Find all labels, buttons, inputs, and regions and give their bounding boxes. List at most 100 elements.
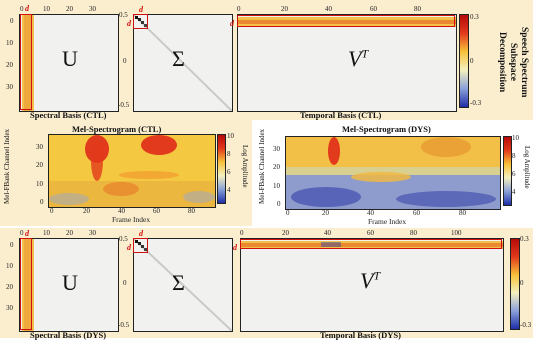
mel-ctl-xtick: 60: [153, 207, 160, 215]
ctl-temporal-caption: Temporal Basis (CTL): [300, 110, 382, 120]
side-title-line3: Decomposition: [497, 31, 507, 93]
mel-dys-ytick: 20: [273, 163, 280, 171]
dys-u-xtick: 0: [20, 229, 24, 237]
ctl-u-xtick: 30: [89, 5, 96, 13]
dys-vt-d-label: d: [233, 243, 237, 252]
dys-sigma-ytick: 0.5: [119, 235, 128, 243]
mel-dys-cbar-tick: 10: [512, 134, 519, 142]
dys-vt-xtick: 0: [240, 229, 244, 237]
ctl-u-ytick: 0: [10, 17, 14, 25]
mel-dys-title: Mel-Spectrogram (DYS): [342, 124, 431, 134]
dys-u-xtick: 30: [89, 229, 96, 237]
ctl-sigma-symbol: Σ: [172, 46, 185, 71]
mel-dys-cbar-tick: 4: [512, 188, 516, 196]
mel-dys-cbar-tick: 8: [512, 152, 516, 160]
ctl-sigma-d-left: d: [127, 19, 131, 28]
ctl-u-ytick: 20: [6, 61, 13, 69]
ctl-vt-highlight-box: [237, 15, 455, 27]
ctl-sigma-d-top: d: [139, 5, 143, 14]
mel-dys-cbar-label: Log Amplitude: [523, 146, 531, 189]
mel-dys-xtick: 80: [459, 209, 466, 217]
dys-sigma-ytick: 0: [123, 279, 127, 287]
dys-vt-colorbar: [510, 238, 520, 330]
dys-temporal-caption: Temporal Basis (DYS): [320, 330, 401, 340]
ctl-sigma-matrix: [133, 14, 233, 112]
dys-sigma-highlight-box: [133, 238, 148, 253]
mel-dys-xtick: 20: [322, 209, 329, 217]
dys-vt-xtick: 40: [324, 229, 331, 237]
mel-ctl-cbar-tick: 8: [227, 150, 231, 158]
mel-ctl-xtick: 40: [118, 207, 125, 215]
ctl-sigma-ytick: 0.5: [119, 11, 128, 19]
ctl-u-ytick: 10: [6, 39, 13, 47]
dys-u-symbol: U: [62, 270, 78, 295]
ctl-vt-xtick: 60: [370, 5, 377, 13]
ctl-u-xtick: 20: [66, 5, 73, 13]
ctl-u-ytick: 30: [6, 83, 13, 91]
dys-vt-cbar-tick: -0.3: [520, 321, 532, 329]
mel-ctl-cbar-tick: 10: [227, 132, 234, 140]
dys-sigma-d-top: d: [139, 229, 143, 238]
mel-ctl-cbar-tick: 4: [227, 186, 231, 194]
dys-sigma-matrix: [133, 238, 233, 332]
mel-ctl-ylabel: Mel-FBank Channel Index: [3, 129, 11, 204]
mel-ctl-ylabel-2: Index: [3, 128, 11, 145]
side-title-line2: Subspace: [508, 42, 518, 81]
ctl-vt-cbar-tick: -0.3: [470, 99, 482, 107]
mel-dys-spectrogram: [285, 136, 501, 210]
mel-ctl-xtick: 20: [83, 207, 90, 215]
mel-ctl-spectrogram: [48, 134, 216, 208]
ctl-vt-xtick: 0: [237, 5, 241, 13]
mel-dys-ytick: 30: [273, 145, 280, 153]
mel-ctl-ytick: 30: [36, 143, 43, 151]
dys-vt-cbar-tick: 0.3: [520, 235, 529, 243]
mel-ctl-ytick: 10: [36, 180, 43, 188]
mel-dys-xtick: 40: [367, 209, 374, 217]
dys-vt-cbar-tick: 0: [520, 279, 524, 287]
dys-u-ytick: 0: [10, 241, 14, 249]
dys-vt-matrix: [240, 238, 504, 332]
ctl-vt-matrix: [237, 14, 457, 112]
dys-vt-xtick: 80: [410, 229, 417, 237]
dys-u-d-label: d: [25, 229, 29, 238]
side-title-line1: Speech Spectrum: [519, 26, 529, 98]
dys-vt-highlight-box: [240, 239, 502, 249]
mel-ctl-cbar-label: Log Amplitude: [241, 145, 249, 188]
ctl-sigma-ytick: -0.5: [118, 101, 130, 109]
ctl-sigma-ytick: 0: [123, 57, 127, 65]
dys-u-xtick: 20: [66, 229, 73, 237]
dys-vt-xtick: 100: [451, 229, 462, 237]
mel-ctl-ytick: 0: [40, 198, 44, 206]
mel-ctl-ylabel-1: Mel-FBank Channel: [3, 146, 11, 204]
dys-vt-xtick: 20: [282, 229, 289, 237]
dys-vt-symbol: VT: [360, 268, 381, 293]
dys-u-xtick: 10: [43, 229, 50, 237]
mel-dys-ylabel-1: Mel-FBank Channel: [258, 146, 266, 204]
ctl-sigma-highlight-box: [133, 14, 148, 29]
ctl-vt-cbar-tick: 0.3: [470, 13, 479, 21]
mel-dys-ylabel: Mel-FBank Channel Index: [258, 129, 266, 204]
ctl-u-highlight-box: [20, 14, 32, 110]
mel-dys-xtick: 0: [286, 209, 290, 217]
mel-dys-xtick: 60: [413, 209, 420, 217]
dys-u-ytick: 20: [6, 283, 13, 291]
mel-ctl-cbar-tick: 6: [227, 168, 231, 176]
dys-u-highlight-box: [20, 238, 32, 330]
mel-ctl-title: Mel-Spectrogram (CTL): [72, 124, 162, 134]
ctl-u-d-label: d: [25, 4, 29, 13]
ctl-vt-symbol: VT: [348, 46, 369, 71]
dys-vt-xtick: 60: [367, 229, 374, 237]
ctl-vt-colorbar: [459, 14, 469, 108]
mel-ctl-xtick: 80: [188, 207, 195, 215]
ctl-u-xtick: 0: [20, 5, 24, 13]
dys-u-ytick: 30: [6, 304, 13, 312]
dys-sigma-symbol: Σ: [172, 270, 185, 295]
dys-sigma-ytick: -0.5: [118, 321, 130, 329]
dys-u-matrix: [19, 238, 119, 332]
ctl-u-symbol: U: [62, 46, 78, 71]
mel-dys-ytick: 0: [277, 200, 281, 208]
mel-dys-ytick: 10: [273, 182, 280, 190]
mel-ctl-ytick: 20: [36, 161, 43, 169]
ctl-vt-xtick: 40: [325, 5, 332, 13]
ctl-vt-d-label: d: [230, 19, 234, 28]
